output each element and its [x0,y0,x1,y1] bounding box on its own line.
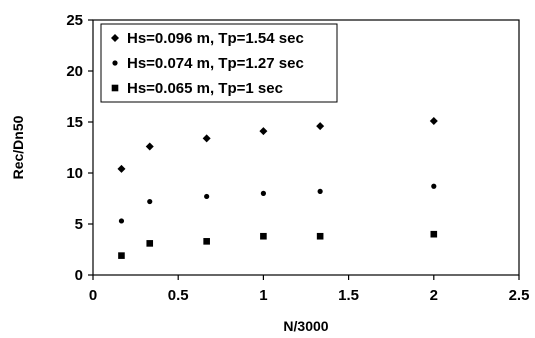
x-tick-label: 1 [259,287,267,304]
plot-frame [92,19,520,276]
data-point-circle [147,198,153,205]
data-point-circle [317,188,323,194]
x-axis-title: N/3000 [283,318,328,334]
series-1 [117,116,438,173]
legend-box [100,23,338,103]
y-tick-label: 15 [66,114,83,131]
y-tick-label: 5 [75,216,83,233]
data-point-square [316,232,324,240]
data-point-square [203,238,210,245]
y-tick-label: 0 [75,267,83,284]
legend-label: Hs=0.074 m, Tp=1.27 sec [127,55,304,72]
data-point-diamond [429,116,438,125]
x-tick-label: 0.5 [168,287,189,304]
y-tick-label: 20 [66,63,83,80]
data-point-diamond [202,134,211,143]
y-axis-title: Rec/Dn50 [10,115,26,179]
data-point-square [430,230,438,238]
x-tick-label: 0 [89,287,97,304]
plot-area [92,19,520,276]
x-tick-label: 2 [430,287,438,304]
y-axis-ticks: 0 5 10 15 20 25 [66,12,93,284]
data-point-circle [118,218,125,224]
data-point-square [260,232,267,240]
series-2 [118,183,437,224]
data-points [117,116,438,259]
data-point-diamond [259,127,268,136]
x-tick-label: 1.5 [338,287,359,304]
y-tick-label: 10 [66,165,83,182]
data-point-circle [260,190,266,196]
data-point-diamond [316,122,325,131]
series-3 [118,230,438,259]
legend-marker-square [111,84,119,92]
legend-marker-circle [112,60,118,66]
legend-marker-diamond [111,34,119,42]
data-point-circle [204,193,210,200]
data-point-square [118,252,125,259]
legend: Hs=0.096 m, Tp=1.54 sec Hs=0.074 m, Tp=1.… [100,23,338,103]
x-tick-label: 2.5 [509,287,530,304]
y-tick-label: 25 [66,12,83,29]
data-point-diamond [117,164,126,173]
data-point-square [146,240,154,247]
data-point-circle [431,183,437,189]
legend-label: Hs=0.065 m, Tp=1 sec [127,80,283,97]
data-point-diamond [145,142,154,151]
x-axis-ticks: 0 0.5 1 1.5 2 2.5 [89,275,530,304]
legend-label: Hs=0.096 m, Tp=1.54 sec [127,30,304,47]
